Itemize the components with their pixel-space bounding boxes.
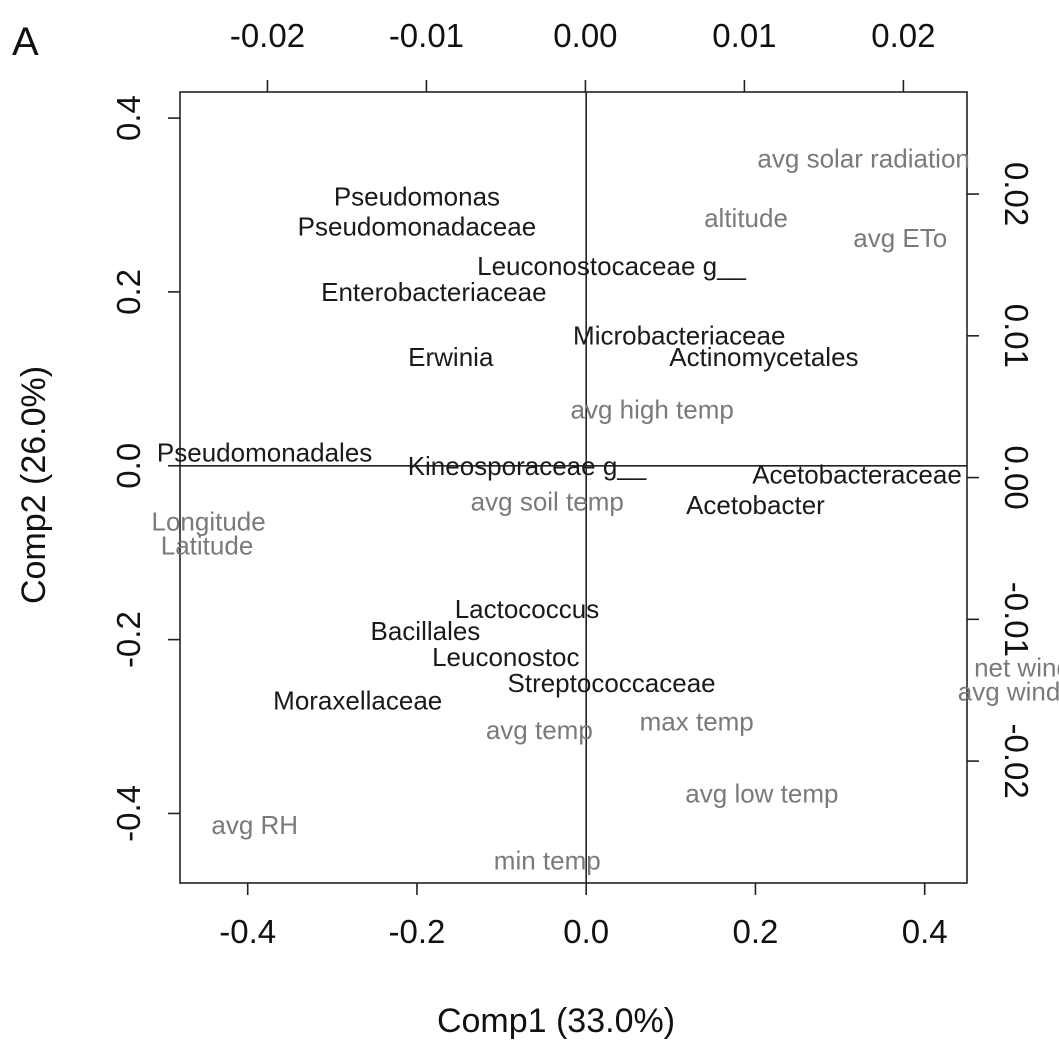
reference-lines (180, 92, 967, 883)
panel-label: A (12, 20, 39, 64)
right-tick-label: -0.01 (998, 582, 1035, 657)
x-axis-title: Comp1 (33.0%) (437, 1002, 675, 1040)
species-label: Enterobacteriaceae (321, 277, 546, 307)
right-tick-label: 0.01 (998, 304, 1035, 368)
species-label: Moraxellaceae (273, 685, 442, 715)
top-axis: -0.02 -0.01 0.00 0.01 0.02 (230, 17, 936, 92)
left-axis: -0.4 -0.2 0.0 0.2 0.4 (110, 95, 180, 842)
y-tick-label: -0.2 (110, 611, 147, 668)
environment-label: Latitude (161, 531, 254, 561)
species-label: Erwinia (408, 342, 494, 372)
y-tick-label: 0.4 (110, 95, 147, 141)
environment-labels: avg solar radiation altitude avg ETo avg hi… (152, 144, 1059, 876)
environment-label: net wind run (974, 653, 1059, 683)
species-label: Kineosporaceae g__ (408, 451, 647, 481)
species-label: Microbacteriaceae (573, 320, 785, 350)
species-label: Pseudomonadaceae (298, 212, 537, 242)
y-axis-title: Comp2 (26.0%) (15, 366, 53, 604)
environment-label: avg ETo (853, 223, 947, 253)
right-tick-label: 0.00 (998, 445, 1035, 509)
y-tick-label: -0.4 (110, 785, 147, 842)
species-label: Pseudomonas (334, 181, 500, 211)
x-tick-label: 0.2 (733, 913, 779, 950)
environment-label: avg RH (211, 810, 298, 840)
top-tick-label: 0.02 (871, 17, 935, 54)
bottom-axis: -0.4 -0.2 0.0 0.2 0.4 (219, 883, 948, 950)
plot-frame (179, 91, 968, 884)
species-label: Pseudomonadales (157, 438, 372, 468)
x-tick-label: 0.0 (563, 913, 609, 950)
environment-label: altitude (704, 203, 788, 233)
environment-label: avg temp (486, 715, 593, 745)
species-label: Streptococcaceae (508, 668, 716, 698)
plot-area (179, 91, 968, 884)
species-label: Acetobacteraceae (752, 459, 962, 489)
y-tick-label: 0.0 (110, 443, 147, 489)
species-label: Leuconostocaceae g__ (477, 251, 746, 281)
right-tick-label: 0.02 (998, 162, 1035, 226)
environment-label: avg solar radiation (757, 144, 969, 174)
top-tick-label: -0.01 (389, 17, 464, 54)
top-tick-label: 0.00 (553, 17, 617, 54)
species-label: Acetobacter (686, 490, 825, 520)
right-tick-label: -0.02 (998, 723, 1035, 798)
top-tick-label: 0.01 (712, 17, 776, 54)
environment-label: min temp (494, 845, 601, 875)
species-label: Lactococcus (455, 594, 600, 624)
top-tick-label: -0.02 (230, 17, 305, 54)
species-label: Bacillales (370, 616, 480, 646)
x-tick-label: 0.4 (902, 913, 948, 950)
x-tick-label: -0.4 (219, 913, 276, 950)
environment-label: avg soil temp (471, 487, 624, 517)
environment-label: avg wind speed (958, 677, 1059, 707)
environment-label: avg low temp (685, 779, 838, 809)
x-tick-label: -0.2 (389, 913, 446, 950)
environment-label: max temp (640, 706, 754, 736)
right-axis: -0.02 -0.01 0.00 0.01 0.02 (967, 162, 1035, 799)
environment-label: Longitude (152, 507, 266, 537)
environment-label: avg high temp (571, 395, 734, 425)
species-label: Actinomycetales (669, 342, 858, 372)
y-tick-label: 0.2 (110, 269, 147, 315)
species-label: Leuconostoc (432, 642, 579, 672)
